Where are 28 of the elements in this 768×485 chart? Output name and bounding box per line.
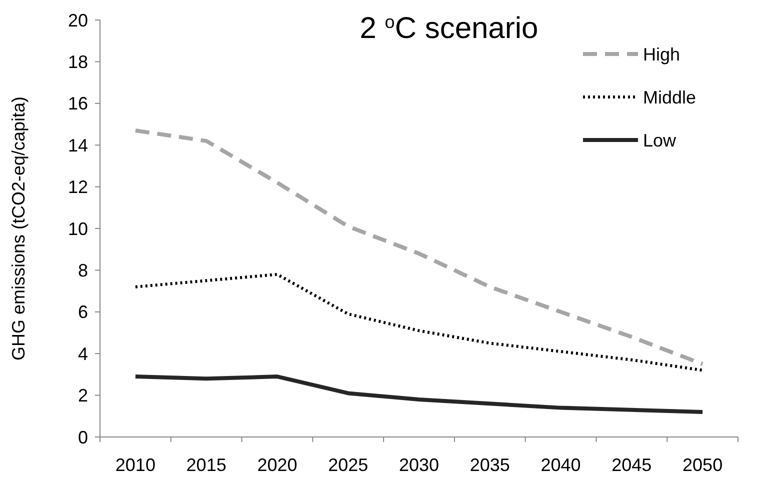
y-tick-label: 10	[68, 218, 88, 239]
x-tick-label: 2045	[612, 455, 652, 475]
line-series	[133, 374, 705, 414]
x-tick-label: 2010	[115, 455, 156, 475]
y-tick-label: 6	[78, 302, 88, 322]
x-tick-label: 2025	[328, 455, 368, 475]
y-tick-label: 14	[68, 135, 88, 156]
x-tick-label: 2035	[470, 455, 510, 475]
x-tick-label: 2020	[257, 455, 298, 475]
y-tick-label: 8	[78, 260, 88, 280]
y-tick-label: 4	[78, 344, 88, 364]
y-tick-label: 20	[68, 10, 88, 30]
y-tick-label: 2	[78, 386, 88, 406]
y-tick-label: 12	[68, 177, 88, 198]
x-tick-label: 2050	[682, 455, 723, 475]
y-axis-title: GHG emissions (tCO2-eq/capita)	[8, 96, 28, 361]
legend-label: High	[643, 44, 680, 64]
line-series	[134, 272, 704, 372]
y-tick-label: 18	[68, 52, 88, 72]
chart-title: 2 $^{o}$C scenario	[360, 12, 538, 45]
x-tick-label: 2030	[398, 455, 440, 475]
line-series	[133, 128, 705, 366]
legend-label: Middle	[643, 87, 696, 108]
y-tick-label: 16	[68, 94, 88, 114]
legend-label: Low	[643, 130, 678, 150]
x-tick-label: 2040	[540, 455, 581, 475]
y-tick-label: 0	[78, 427, 88, 448]
x-tick-label: 2015	[186, 455, 226, 475]
